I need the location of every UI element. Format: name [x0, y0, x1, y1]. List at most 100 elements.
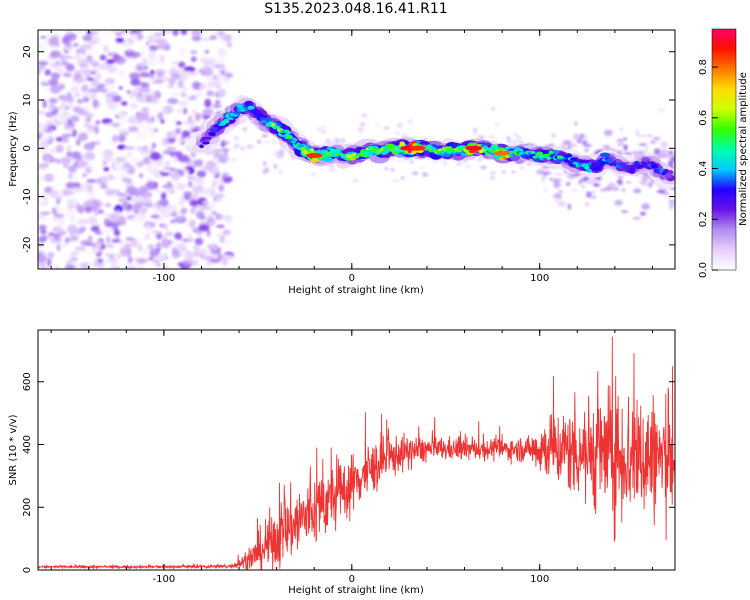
noise-blob	[140, 197, 153, 204]
noise-blob	[170, 78, 175, 85]
noise-blob	[51, 183, 59, 189]
noise-blob	[133, 263, 140, 268]
noise-blob	[279, 169, 283, 175]
noise-blob	[42, 192, 48, 201]
noise-blob	[55, 264, 60, 269]
noise-blob	[123, 162, 131, 169]
noise-blob	[262, 171, 267, 174]
noise-blob	[558, 190, 563, 193]
noise-blob	[70, 251, 79, 256]
noise-blob	[132, 30, 138, 33]
noise-blob	[57, 159, 61, 164]
y-tick-label: 20	[22, 45, 33, 58]
noise-blob	[76, 159, 89, 168]
signal-blob	[651, 164, 659, 169]
noise-blob	[83, 142, 95, 151]
noise-blob	[145, 204, 155, 208]
noise-blob	[213, 193, 225, 198]
spectrogram-signal-track	[188, 94, 675, 189]
signal-blob	[659, 168, 664, 174]
noise-blob	[149, 45, 158, 52]
noise-blob	[207, 244, 215, 249]
noise-blob	[169, 188, 175, 195]
noise-blob	[574, 121, 578, 126]
noise-blob	[216, 177, 224, 186]
noise-blob	[203, 67, 213, 76]
noise-blob	[152, 220, 162, 224]
signal-blob	[595, 160, 601, 165]
noise-blob	[78, 63, 89, 68]
noise-blob	[277, 151, 284, 155]
noise-blob	[145, 224, 152, 230]
noise-blob	[113, 189, 120, 194]
noise-blob	[48, 36, 60, 45]
noise-blob	[56, 197, 61, 205]
noise-blob	[220, 175, 233, 183]
noise-blob	[77, 132, 89, 141]
noise-blob	[164, 160, 171, 166]
noise-blob	[351, 180, 358, 183]
noise-blob	[105, 244, 115, 248]
noise-blob	[489, 176, 496, 180]
noise-blob	[153, 206, 159, 214]
noise-blob	[623, 137, 628, 141]
noise-blob	[68, 165, 77, 173]
noise-blob	[217, 159, 224, 163]
noise-blob	[612, 186, 620, 191]
signal-blob	[349, 156, 356, 161]
noise-blob	[81, 84, 89, 93]
noise-blob	[103, 167, 110, 172]
noise-blob	[212, 148, 221, 156]
noise-blob	[214, 57, 225, 64]
noise-blob	[219, 235, 225, 244]
signal-blob	[297, 144, 305, 148]
noise-blob	[144, 233, 151, 241]
signal-blob	[521, 154, 527, 158]
noise-blob	[202, 200, 209, 205]
noise-blob	[64, 73, 72, 77]
noise-blob	[506, 136, 511, 141]
noise-blob	[264, 141, 270, 144]
noise-blob	[64, 45, 76, 52]
noise-blob	[592, 189, 596, 195]
noise-blob	[105, 235, 111, 245]
noise-blob	[177, 61, 186, 68]
noise-blob	[575, 174, 581, 177]
noise-blob	[176, 215, 184, 221]
noise-blob	[391, 168, 395, 172]
noise-blob	[150, 214, 160, 219]
signal-blob	[591, 161, 597, 167]
noise-blob	[114, 204, 123, 214]
spectrogram-y-axis-label: Frequency (Hz)	[8, 111, 19, 187]
noise-blob	[141, 58, 148, 65]
noise-blob	[361, 113, 368, 118]
noise-blob	[141, 247, 150, 256]
noise-blob	[75, 202, 80, 212]
noise-blob	[172, 91, 179, 97]
noise-blob	[193, 244, 200, 252]
noise-blob	[110, 30, 119, 33]
noise-blob	[117, 198, 129, 203]
noise-blob	[119, 172, 125, 176]
noise-blob	[142, 91, 149, 98]
noise-blob	[120, 30, 127, 34]
noise-blob	[194, 159, 204, 166]
noise-blob	[571, 188, 577, 192]
noise-blob	[384, 126, 390, 130]
noise-blob	[189, 119, 196, 126]
noise-blob	[218, 35, 224, 40]
noise-blob	[72, 43, 79, 47]
noise-blob	[198, 84, 207, 90]
noise-blob	[69, 228, 74, 237]
noise-blob	[126, 265, 136, 269]
noise-blob	[549, 177, 553, 182]
noise-blob	[38, 236, 47, 243]
signal-blob	[209, 132, 216, 137]
noise-blob	[86, 179, 97, 183]
signal-blob	[236, 104, 243, 109]
noise-blob	[600, 188, 607, 192]
noise-blob	[176, 182, 187, 190]
noise-blob	[113, 125, 122, 131]
noise-blob	[145, 41, 150, 46]
noise-blob	[155, 244, 161, 249]
